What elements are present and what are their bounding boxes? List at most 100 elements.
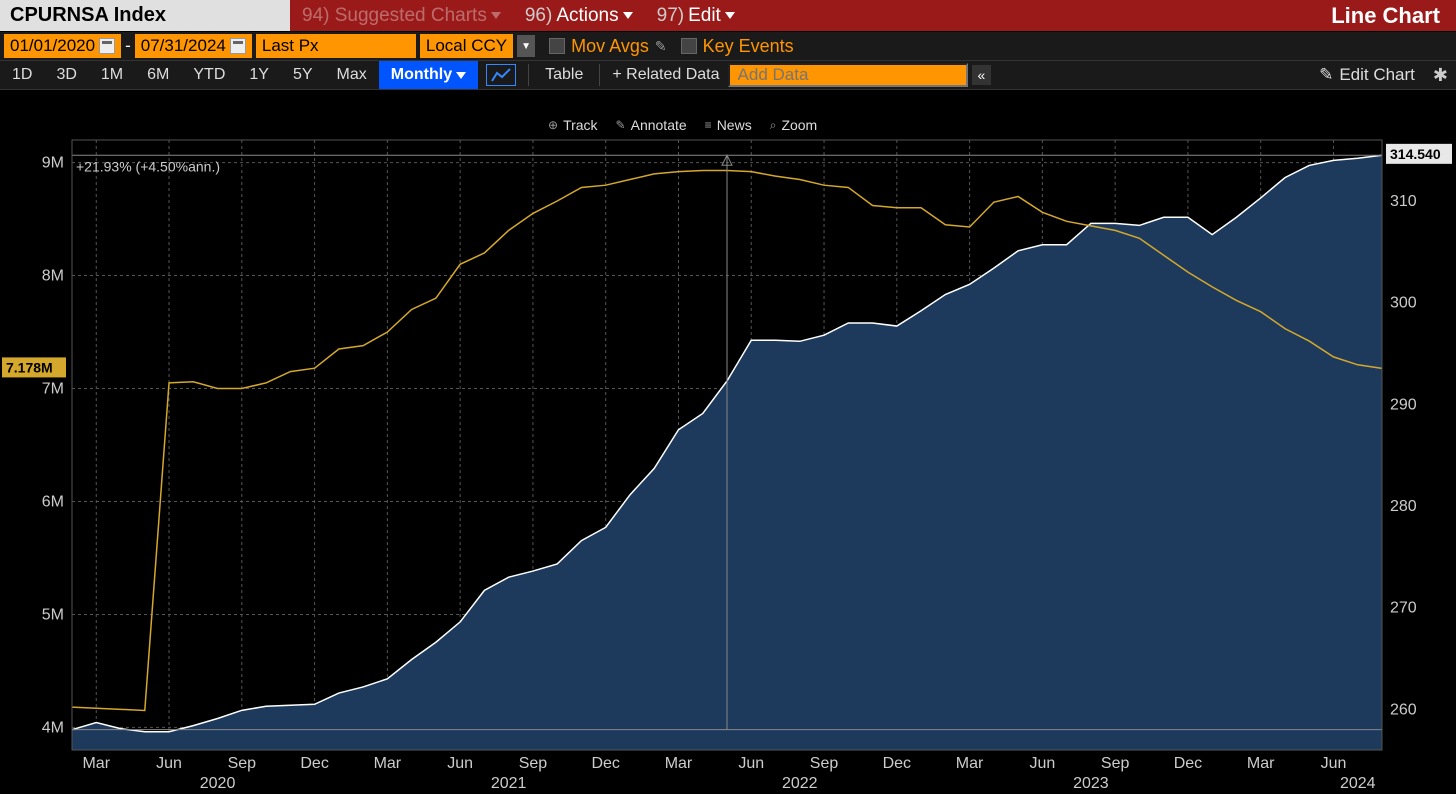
checkbox-icon (549, 38, 565, 54)
period-6m[interactable]: 6M (135, 61, 181, 89)
chart-tools: ⊕ Track ✎ Annotate ≡ News ⌕ Zoom (548, 117, 817, 133)
svg-text:Jun: Jun (156, 755, 182, 772)
edit-chart-button[interactable]: ✎ Edit Chart (1309, 65, 1425, 85)
calendar-icon (99, 38, 115, 54)
date-from-input[interactable]: 01/01/2020 (4, 34, 121, 58)
period-5y[interactable]: 5Y (281, 61, 325, 89)
mov-avgs-toggle[interactable]: Mov Avgs ✎ (549, 36, 666, 57)
svg-text:Dec: Dec (300, 755, 328, 772)
svg-text:Dec: Dec (1174, 755, 1202, 772)
svg-text:314.540: 314.540 (1390, 146, 1441, 162)
svg-text:300: 300 (1390, 295, 1417, 312)
period-max[interactable]: Max (325, 61, 379, 89)
svg-text:2024: 2024 (1340, 775, 1376, 792)
key-events-label: Key Events (703, 36, 794, 57)
svg-text:280: 280 (1390, 498, 1417, 515)
svg-text:310: 310 (1390, 193, 1417, 210)
svg-text:260: 260 (1390, 701, 1417, 718)
svg-text:Jun: Jun (1029, 755, 1055, 772)
currency-dropdown-icon[interactable]: ▼ (517, 35, 535, 57)
svg-text:7M: 7M (42, 381, 64, 398)
svg-text:Jun: Jun (738, 755, 764, 772)
svg-text:Mar: Mar (956, 755, 984, 772)
pencil-icon: ✎ (616, 118, 626, 132)
param-row: 01/01/2020 - 07/31/2024 Last Px Local CC… (0, 32, 1456, 60)
add-data-input[interactable] (728, 63, 968, 87)
chart-svg: 4M5M6M7M8M9M260270280290300310MarJunSepD… (0, 90, 1456, 794)
mov-avgs-label: Mov Avgs (571, 36, 649, 57)
currency-select[interactable]: Local CCY (420, 34, 513, 58)
svg-text:Dec: Dec (591, 755, 619, 772)
svg-text:Sep: Sep (810, 755, 839, 772)
collapse-button[interactable]: « (972, 65, 992, 85)
svg-text:Mar: Mar (665, 755, 693, 772)
actions-button[interactable]: 96) Actions (513, 0, 645, 31)
key-events-toggle[interactable]: Key Events (681, 36, 794, 57)
top-bar: CPURNSA Index 94) Suggested Charts 96) A… (0, 0, 1456, 32)
svg-text:Dec: Dec (883, 755, 911, 772)
actions-label: Actions (556, 5, 618, 27)
svg-text:4M: 4M (42, 719, 64, 736)
edit-num: 97) (657, 5, 684, 27)
chart-type-icon[interactable] (486, 64, 516, 86)
svg-text:Sep: Sep (228, 755, 257, 772)
zoom-icon: ⌕ (770, 118, 777, 133)
svg-text:Sep: Sep (1101, 755, 1130, 772)
currency-value: Local CCY (426, 36, 507, 56)
chart-area[interactable]: 4M5M6M7M8M9M260270280290300310MarJunSepD… (0, 90, 1456, 794)
period-monthly[interactable]: Monthly (379, 61, 478, 89)
svg-text:270: 270 (1390, 600, 1417, 617)
period-1m[interactable]: 1M (89, 61, 135, 89)
news-tool[interactable]: ≡ News (705, 117, 752, 133)
svg-text:Mar: Mar (374, 755, 402, 772)
page-title: Line Chart (1315, 3, 1456, 29)
settings-icon[interactable]: ✱ (1425, 65, 1456, 86)
chevron-down-icon (725, 12, 735, 19)
svg-text:8M: 8M (42, 268, 64, 285)
pencil-icon[interactable]: ✎ (655, 38, 667, 55)
svg-text:2021: 2021 (491, 775, 527, 792)
edit-label: Edit (688, 5, 721, 27)
track-tool[interactable]: ⊕ Track (548, 117, 598, 133)
zoom-label: Zoom (781, 117, 817, 133)
track-label: Track (563, 117, 597, 133)
list-icon: ≡ (705, 118, 712, 132)
annotate-tool[interactable]: ✎ Annotate (616, 117, 687, 133)
suggested-charts-button[interactable]: 94) Suggested Charts (290, 0, 513, 31)
date-from-value: 01/01/2020 (10, 36, 95, 56)
svg-text:+21.93% (+4.50%ann.): +21.93% (+4.50%ann.) (76, 158, 220, 174)
svg-text:2022: 2022 (782, 775, 818, 792)
svg-text:7.178M: 7.178M (6, 359, 53, 375)
field-select[interactable]: Last Px (256, 34, 416, 58)
table-button[interactable]: Table (533, 66, 595, 84)
period-ytd[interactable]: YTD (181, 61, 237, 89)
svg-text:Mar: Mar (82, 755, 110, 772)
pencil-icon: ✎ (1319, 65, 1333, 85)
svg-text:6M: 6M (42, 493, 64, 510)
separator (528, 64, 529, 86)
suggested-charts-label: 94) Suggested Charts (302, 5, 487, 27)
annotate-label: Annotate (631, 117, 687, 133)
svg-text:2020: 2020 (200, 775, 236, 792)
toolbar-row: 1D3D1M6MYTD1Y5YMaxMonthly Table + Relate… (0, 60, 1456, 90)
chevron-down-icon (623, 12, 633, 19)
edit-chart-label: Edit Chart (1339, 65, 1415, 85)
zoom-tool[interactable]: ⌕ Zoom (770, 117, 818, 133)
svg-text:Mar: Mar (1247, 755, 1275, 772)
edit-button[interactable]: 97) Edit (645, 0, 747, 31)
ticker-box[interactable]: CPURNSA Index (0, 0, 290, 31)
date-to-input[interactable]: 07/31/2024 (135, 34, 252, 58)
svg-text:9M: 9M (42, 155, 64, 172)
svg-text:Sep: Sep (519, 755, 548, 772)
news-label: News (717, 117, 752, 133)
actions-num: 96) (525, 5, 552, 27)
period-1d[interactable]: 1D (0, 61, 44, 89)
crosshair-icon: ⊕ (548, 118, 558, 132)
svg-text:Jun: Jun (447, 755, 473, 772)
calendar-icon (230, 38, 246, 54)
period-3d[interactable]: 3D (44, 61, 88, 89)
period-1y[interactable]: 1Y (237, 61, 281, 89)
chevron-down-icon (456, 72, 466, 79)
checkbox-icon (681, 38, 697, 54)
related-data-button[interactable]: + Related Data (604, 66, 727, 84)
